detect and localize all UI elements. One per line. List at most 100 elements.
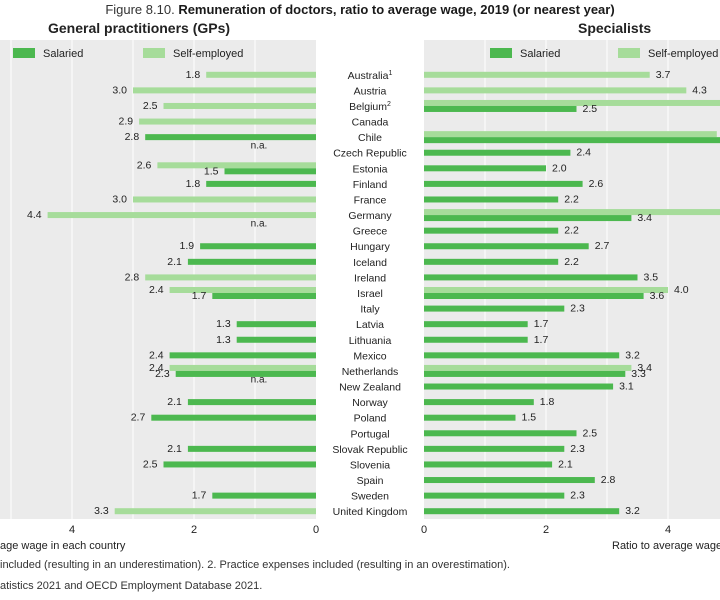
specialists-value-label-salaried-poland: 1.5 [522, 412, 537, 424]
specialists-value-label-self-employed-israel: 4.0 [674, 284, 689, 296]
specialists-axis-caption: Ratio to average wage i [612, 540, 720, 552]
gp-value-label-salaried-iceland: 2.1 [167, 256, 182, 268]
country-label-australia: Australia1 [348, 70, 393, 82]
gp-bar-self-employed-ireland [145, 274, 316, 281]
gp-plot-area: Salaried Self-employed 1.8 3.0 2.5 2.9 2.8 2.6 1… [10, 40, 316, 519]
gp-value-label-salaried-hungary: 1.9 [179, 240, 194, 252]
specialists-value-label-salaried-united-kingdom: 3.2 [625, 505, 640, 517]
specialists-value-label-salaried-estonia: 2.0 [552, 162, 567, 174]
specialists-panel-title: Specialists [578, 20, 652, 36]
specialists-bar-salaried-chile [424, 137, 720, 144]
gp-bar-self-employed-belgium [163, 102, 316, 109]
gp-value-label-self-employed-canada: 2.9 [118, 116, 133, 128]
gp-bar-self-employed-estonia [157, 162, 316, 169]
specialists-bar-salaried-norway [424, 399, 534, 406]
country-label-iceland: Iceland [353, 257, 387, 269]
country-label-germany: Germany [348, 210, 392, 222]
specialists-bar-salaried-new-zealand [424, 383, 614, 390]
gp-bar-self-employed-united-kingdom [114, 508, 316, 515]
specialists-bar-salaried-estonia [424, 165, 546, 172]
specialists-value-label-salaried-netherlands: 3.3 [631, 368, 646, 380]
gp-na-label-czech-republic: n.a. [251, 141, 268, 152]
gp-value-label-self-employed-ireland: 2.8 [125, 271, 140, 283]
specialists-bar-salaried-poland [424, 414, 516, 421]
gp-bar-salaried-hungary [200, 243, 316, 250]
specialists-value-label-salaried-portugal: 2.5 [583, 427, 598, 439]
gp-value-label-salaried-slovak-republic: 2.1 [167, 443, 182, 455]
specialists-bar-salaried-finland [424, 180, 583, 187]
country-label-slovenia: Slovenia [350, 459, 390, 471]
gp-bar-self-employed-france [133, 196, 316, 203]
country-label-sweden: Sweden [351, 491, 389, 503]
specialists-bar-self-employed-australia [424, 71, 650, 78]
gp-value-label-self-employed-austria: 3.0 [112, 84, 127, 96]
specialists-plot-area: Salaried Self-employed 3.7 4.3 2.5 2.4 2.0 2.6 2… [424, 40, 720, 519]
country-superscript-belgium: 2 [387, 101, 391, 108]
country-label-france: France [354, 194, 387, 206]
figure-title: Figure 8.10. Remuneration of doctors, ra… [0, 2, 720, 17]
specialists-value-label-salaried-ireland: 3.5 [644, 271, 659, 283]
gp-na-label-greece: n.a. [251, 219, 268, 230]
specialists-value-label-salaried-latvia: 1.7 [534, 318, 549, 330]
specialists-bar-salaried-united-kingdom [424, 508, 620, 515]
gp-bar-self-employed-canada [139, 118, 316, 125]
gp-bar-salaried-poland [151, 414, 316, 421]
specialists-x-tick-label-4: 4 [665, 524, 671, 536]
gp-bar-salaried-chile [145, 134, 316, 141]
specialists-bar-self-employed-belgium [424, 99, 720, 106]
gp-bar-self-employed-germany [47, 212, 316, 219]
specialists-bar-salaried-ireland [424, 274, 638, 281]
specialists-value-label-salaried-new-zealand: 3.1 [619, 381, 634, 393]
country-label-canada: Canada [352, 117, 389, 129]
country-label-chile: Chile [358, 132, 382, 144]
specialists-bar-salaried-germany [424, 215, 632, 222]
country-label-greece: Greece [353, 226, 388, 238]
gp-value-label-salaried-sweden: 1.7 [192, 490, 207, 502]
specialists-bar-salaried-belgium [424, 105, 577, 112]
gp-value-label-self-employed-france: 3.0 [112, 193, 127, 205]
specialists-value-label-salaried-slovak-republic: 2.3 [570, 443, 585, 455]
gp-value-label-self-employed-israel: 2.4 [149, 284, 164, 296]
specialists-value-label-salaried-slovenia: 2.1 [558, 458, 573, 470]
figure-label: Figure 8.10. [105, 2, 175, 17]
gp-bar-salaried-slovak-republic [187, 445, 316, 452]
country-label-new-zealand: New Zealand [339, 382, 401, 394]
gp-value-label-self-employed-united-kingdom: 3.3 [94, 505, 109, 517]
country-label-slovak-republic: Slovak Republic [332, 444, 407, 456]
gp-bar-salaried-sweden [212, 492, 316, 499]
specialists-legend-salaried-label: Salaried [520, 48, 560, 60]
gp-legend-salaried-label: Salaried [43, 48, 83, 60]
country-label-spain: Spain [357, 475, 384, 487]
gp-panel-title: General practitioners (GPs) [48, 20, 231, 36]
gp-bar-salaried-slovenia [163, 461, 316, 468]
specialists-value-label-self-employed-austria: 4.3 [692, 84, 707, 96]
gp-value-label-salaried-netherlands: 2.3 [155, 368, 170, 380]
specialists-bar-salaried-sweden [424, 492, 565, 499]
gp-x-tick-label-2: 2 [191, 524, 197, 536]
country-label-finland: Finland [353, 179, 388, 191]
specialists-legend-salaried-swatch [490, 48, 512, 58]
specialists-value-label-salaried-czech-republic: 2.4 [576, 147, 591, 159]
specialists-bar-salaried-slovak-republic [424, 445, 565, 452]
gp-legend-salaried-swatch [13, 48, 35, 58]
gp-bar-salaried-lithuania [236, 336, 316, 343]
gp-bar-salaried-netherlands [175, 370, 316, 377]
country-label-mexico: Mexico [353, 350, 386, 362]
gp-bar-salaried-estonia [224, 168, 316, 175]
country-label-latvia: Latvia [356, 319, 384, 331]
specialists-bar-self-employed-germany [424, 209, 720, 216]
specialists-value-label-salaried-belgium: 2.5 [583, 103, 598, 115]
gp-value-label-salaried-estonia: 1.5 [204, 165, 219, 177]
specialists-value-label-salaried-france: 2.2 [564, 193, 579, 205]
gp-bar-salaried-mexico [169, 352, 316, 359]
specialists-legend-self-employed-swatch [618, 48, 640, 58]
specialists-value-label-salaried-norway: 1.8 [540, 396, 555, 408]
country-label-estonia: Estonia [352, 163, 387, 175]
gp-value-label-self-employed-netherlands: 2.4 [149, 362, 164, 374]
specialists-bar-salaried-france [424, 196, 559, 203]
country-label-israel: Israel [357, 288, 383, 300]
gp-legend-self-employed-label: Self-employed [173, 48, 243, 60]
gp-value-label-salaried-slovenia: 2.5 [143, 458, 158, 470]
country-label-austria: Austria [354, 85, 387, 97]
gp-x-tick-label-4: 4 [69, 524, 75, 536]
